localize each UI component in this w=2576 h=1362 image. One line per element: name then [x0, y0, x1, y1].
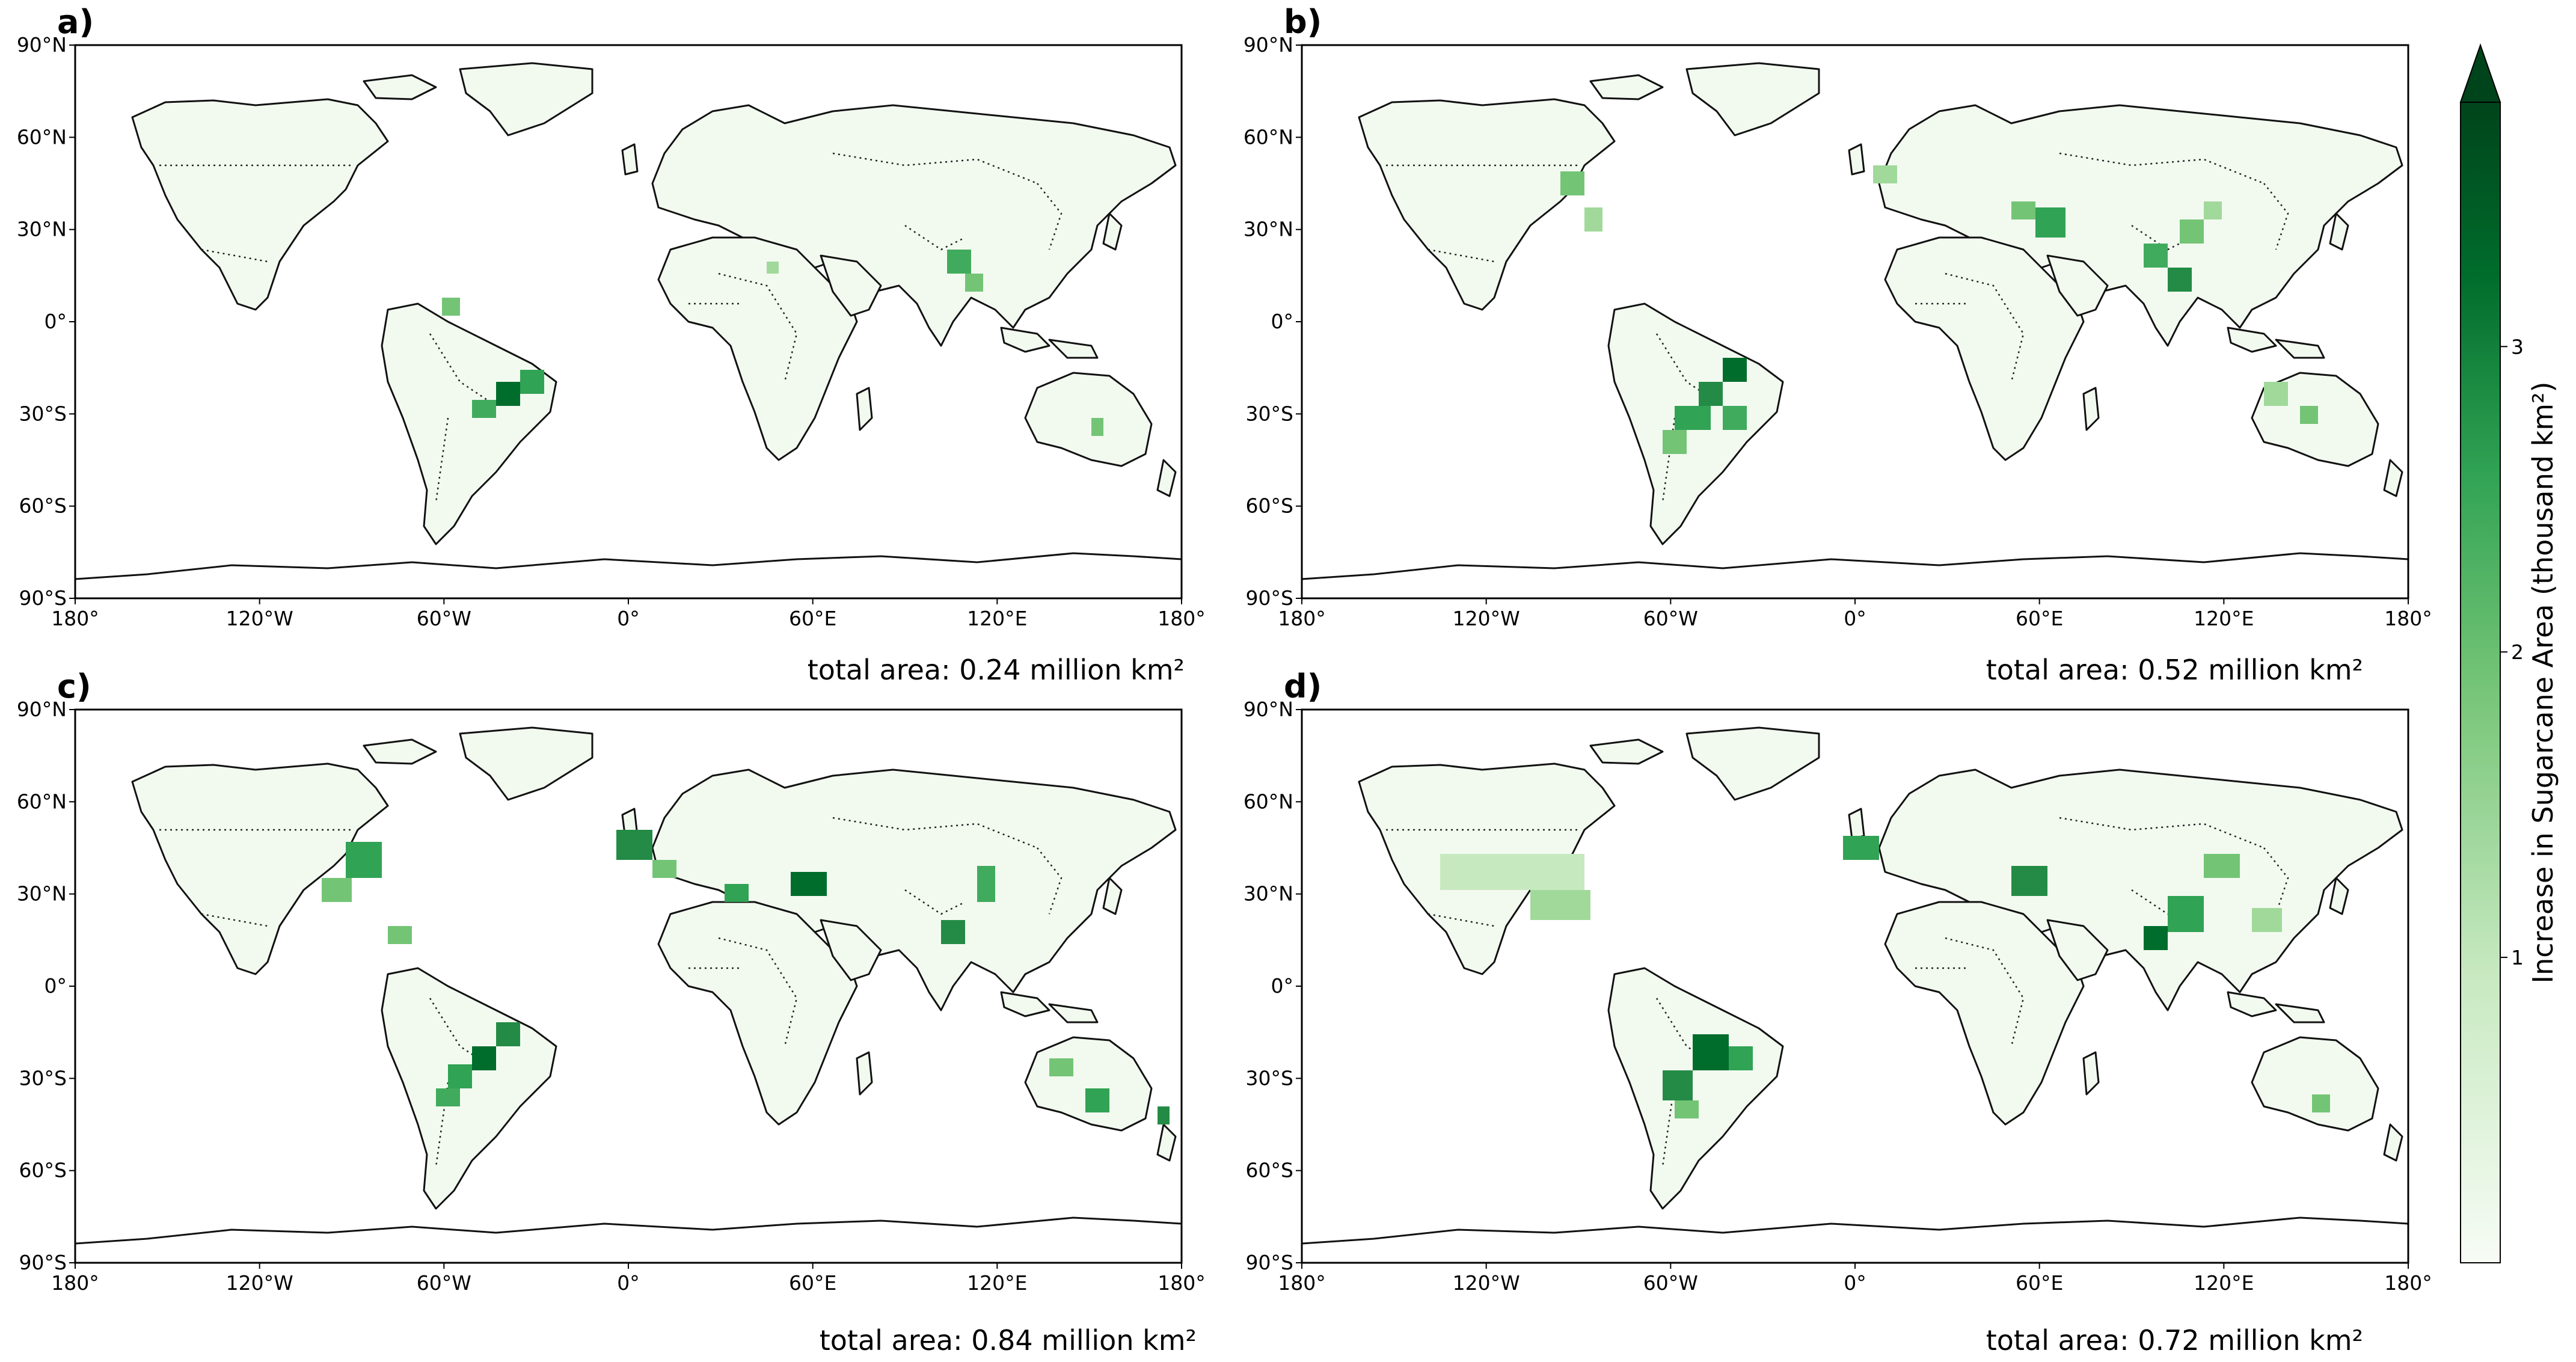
lat-tick-label: 60°S [1246, 494, 1293, 518]
panel-d: d) total area: 0.72 million km² [1284, 667, 2409, 1357]
lon-tick-label: 0° [1844, 1271, 1866, 1295]
lon-tick-label: 120°E [2194, 1271, 2254, 1295]
lon-tick-label: 120°E [967, 1271, 1027, 1295]
panel-letter: b) [1284, 3, 1322, 41]
lat-tick-label: 60°N [1244, 125, 1293, 149]
total-area-label: total area: 0.52 million km² [1986, 654, 2363, 686]
lon-tick-label: 180° [1158, 607, 1206, 630]
lat-tick-label: 30°S [1246, 1066, 1293, 1090]
lon-tick-label: 180° [1278, 607, 1326, 630]
panel-letter: d) [1284, 667, 1322, 705]
lon-tick-label: 180° [1278, 1271, 1326, 1295]
lat-tick-label: 30°S [1246, 402, 1293, 425]
lat-tick-label: 0° [1271, 974, 1294, 998]
lat-tick-label: 30°S [19, 1066, 67, 1090]
lat-tick-label: 60°N [17, 790, 67, 813]
sugarcane-increase-cells [1440, 836, 2330, 1118]
lat-tick-label: 60°S [19, 494, 67, 518]
lon-tick-label: 120°E [967, 607, 1027, 630]
lon-tick-label: 180° [1158, 1271, 1206, 1295]
lon-tick-label: 180° [51, 1271, 99, 1295]
colorbar-extend-arrow [2459, 43, 2501, 103]
colorbar-tick-label: 3 [2511, 335, 2524, 358]
colorbar-label: Increase in Sugarcane Area (thousand km²… [2527, 382, 2559, 984]
lat-tick-label: 90°S [1246, 586, 1293, 610]
lat-tick-label: 0° [44, 974, 67, 998]
total-area-label: total area: 0.24 million km² [808, 654, 1185, 686]
lat-tick-label: 30°N [17, 882, 67, 906]
lon-tick-label: 0° [617, 1271, 640, 1295]
sugarcane-increase-cells [442, 250, 1103, 436]
lon-tick-label: 60°W [1643, 1271, 1698, 1295]
lat-tick-label: 60°S [1246, 1159, 1293, 1182]
lon-tick-label: 0° [617, 607, 640, 630]
lon-tick-label: 120°W [1453, 607, 1520, 630]
lon-tick-label: 60°E [2016, 1271, 2063, 1295]
lon-tick-label: 60°W [1643, 607, 1698, 630]
sugarcane-increase-cells [1560, 165, 2318, 454]
lat-tick-label: 90°S [19, 586, 67, 610]
lat-tick-label: 90°N [17, 698, 67, 721]
colorbar-gradient [2460, 102, 2501, 1263]
lon-tick-label: 60°W [417, 607, 471, 630]
lat-tick-label: 60°N [1244, 790, 1293, 813]
lon-tick-label: 60°W [417, 1271, 471, 1295]
colorbar-ticks: 1 2 3 [2500, 335, 2524, 969]
panel-a: a) total area: 0.24 million km² [57, 3, 1185, 686]
lon-tick-label: 60°E [789, 1271, 836, 1295]
panel-c: c) total area: 0.84 million km² [57, 667, 1197, 1357]
lon-tick-label: 0° [1844, 607, 1866, 630]
lat-tick-label: 60°S [19, 1159, 67, 1182]
lat-tick-label: 90°N [17, 33, 67, 57]
lat-tick-label: 90°S [19, 1251, 67, 1274]
lat-tick-label: 30°N [1244, 218, 1293, 241]
lat-tick-label: 90°N [1244, 698, 1293, 721]
lat-tick-label: 90°N [1244, 33, 1293, 57]
lat-tick-label: 60°N [17, 125, 67, 149]
lon-tick-label: 120°W [1453, 1271, 1520, 1295]
lon-tick-label: 120°W [226, 607, 293, 630]
lat-tick-label: 0° [1271, 310, 1294, 333]
total-area-label: total area: 0.84 million km² [820, 1324, 1197, 1357]
lon-tick-label: 120°W [226, 1271, 293, 1295]
lat-tick-label: 30°N [17, 218, 67, 241]
lon-tick-label: 60°E [789, 607, 836, 630]
colorbar-tick-label: 2 [2511, 640, 2524, 664]
lat-tick-label: 90°S [1246, 1251, 1293, 1274]
lon-tick-label: 180° [51, 607, 99, 630]
lat-tick-label: 30°S [19, 402, 67, 425]
lat-tick-label: 30°N [1244, 882, 1293, 906]
lon-tick-label: 180° [2384, 607, 2432, 630]
sugarcane-increase-cells [322, 830, 1170, 1124]
total-area-label: total area: 0.72 million km² [1986, 1324, 2363, 1357]
lat-tick-label: 0° [44, 310, 67, 333]
panel-b: b) total area: 0.52 million km² [1284, 3, 2409, 686]
panel-letter: a) [57, 3, 94, 41]
lon-tick-label: 60°E [2016, 607, 2063, 630]
colorbar: 1 2 3 Increase in Sugarcane Area (thousand… [2459, 43, 2559, 1263]
colorbar-tick-label: 1 [2511, 946, 2524, 969]
panel-letter: c) [57, 667, 91, 705]
lon-tick-label: 180° [2384, 1271, 2432, 1295]
lon-tick-label: 120°E [2194, 607, 2254, 630]
